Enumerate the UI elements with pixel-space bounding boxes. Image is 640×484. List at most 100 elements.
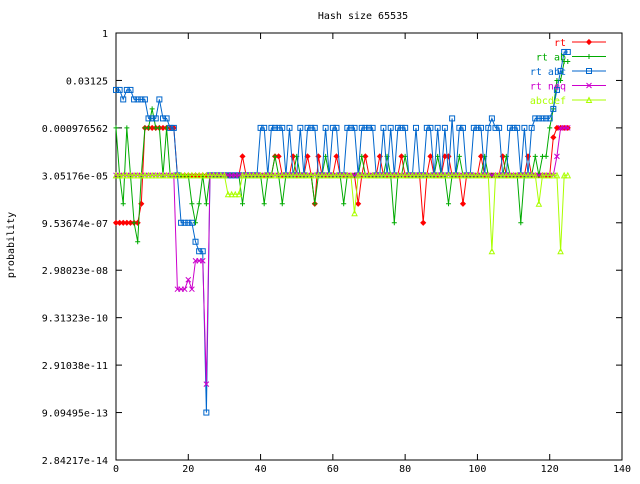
data-point <box>181 171 188 179</box>
data-point <box>152 115 159 122</box>
data-point <box>478 124 485 131</box>
data-point <box>423 124 430 131</box>
y-tick-label: 0.03125 <box>66 76 108 87</box>
data-point <box>553 171 561 179</box>
data-point <box>470 171 478 179</box>
data-point <box>188 219 195 226</box>
data-point <box>477 171 485 179</box>
data-point <box>518 220 524 226</box>
data-point <box>124 125 130 131</box>
data-point <box>286 171 293 179</box>
data-point <box>441 124 448 131</box>
data-point <box>199 171 207 179</box>
data-point <box>185 276 192 283</box>
data-point <box>253 171 261 179</box>
data-point <box>164 125 170 131</box>
data-point <box>193 220 199 226</box>
data-point <box>546 115 553 122</box>
legend-label: rt ab <box>536 53 566 64</box>
data-point <box>268 124 275 131</box>
legend-marker <box>585 38 593 46</box>
data-point <box>325 171 333 179</box>
x-tick-label: 60 <box>327 464 339 475</box>
data-point <box>365 171 373 179</box>
data-point <box>405 171 413 179</box>
x-tick-label: 40 <box>255 464 267 475</box>
data-point <box>261 124 268 131</box>
data-point <box>550 134 557 141</box>
data-point <box>239 153 246 160</box>
data-point <box>380 124 387 131</box>
data-point <box>499 171 507 179</box>
data-point <box>116 171 123 179</box>
data-point <box>561 48 568 55</box>
data-point <box>174 171 181 179</box>
data-point <box>542 171 550 179</box>
data-point <box>366 124 372 131</box>
data-point <box>278 171 286 179</box>
data-point <box>419 171 427 179</box>
data-point <box>383 171 391 179</box>
data-point <box>192 238 199 245</box>
data-point <box>528 171 535 179</box>
data-point <box>532 115 539 122</box>
data-point <box>372 171 380 179</box>
y-tick-label: 1 <box>102 29 108 40</box>
data-point <box>412 171 420 179</box>
data-point <box>196 248 203 255</box>
legend-marker <box>586 54 592 59</box>
data-point <box>402 153 408 159</box>
data-point <box>177 171 185 179</box>
data-point <box>213 171 221 179</box>
data-point <box>242 171 250 179</box>
data-point <box>178 219 185 226</box>
data-point <box>427 124 434 131</box>
data-point <box>488 247 496 255</box>
chart-title: Hash size 65535 <box>318 11 408 22</box>
series-rt-ab <box>113 58 571 245</box>
data-point <box>282 171 290 179</box>
data-point <box>456 171 463 179</box>
data-point <box>130 171 138 179</box>
data-point <box>156 125 162 131</box>
data-point <box>119 171 127 179</box>
data-point <box>560 171 568 179</box>
data-point <box>474 124 481 131</box>
data-point <box>557 67 564 74</box>
data-point <box>398 171 405 179</box>
data-point <box>120 96 127 103</box>
y-tick-label: 2.98023e-08 <box>42 266 108 277</box>
data-point <box>539 115 546 122</box>
data-point <box>481 171 488 179</box>
data-point <box>181 219 188 226</box>
data-point <box>550 105 557 112</box>
legend-marker <box>585 96 593 103</box>
data-point <box>532 153 538 159</box>
data-point <box>329 171 337 179</box>
data-point <box>152 171 160 179</box>
plot-frame <box>115 32 623 461</box>
data-point <box>543 115 550 122</box>
data-point <box>340 171 348 179</box>
y-tick-label: 3.05176e-05 <box>42 171 108 182</box>
data-point <box>203 381 210 387</box>
data-point <box>221 171 228 179</box>
data-point <box>434 171 441 179</box>
data-point <box>264 171 272 179</box>
data-point <box>199 248 206 255</box>
data-point <box>304 124 311 131</box>
data-point <box>420 219 427 226</box>
data-point <box>272 124 279 131</box>
data-point <box>513 171 521 179</box>
data-point <box>141 171 149 179</box>
data-point <box>206 171 214 179</box>
data-point <box>369 171 376 179</box>
data-point <box>564 171 572 179</box>
x-tick-label: 120 <box>541 464 559 475</box>
data-point <box>437 171 445 179</box>
data-point <box>446 201 452 207</box>
data-point <box>387 171 394 179</box>
data-point <box>333 124 340 131</box>
series-line <box>116 51 568 413</box>
data-point <box>134 96 141 103</box>
